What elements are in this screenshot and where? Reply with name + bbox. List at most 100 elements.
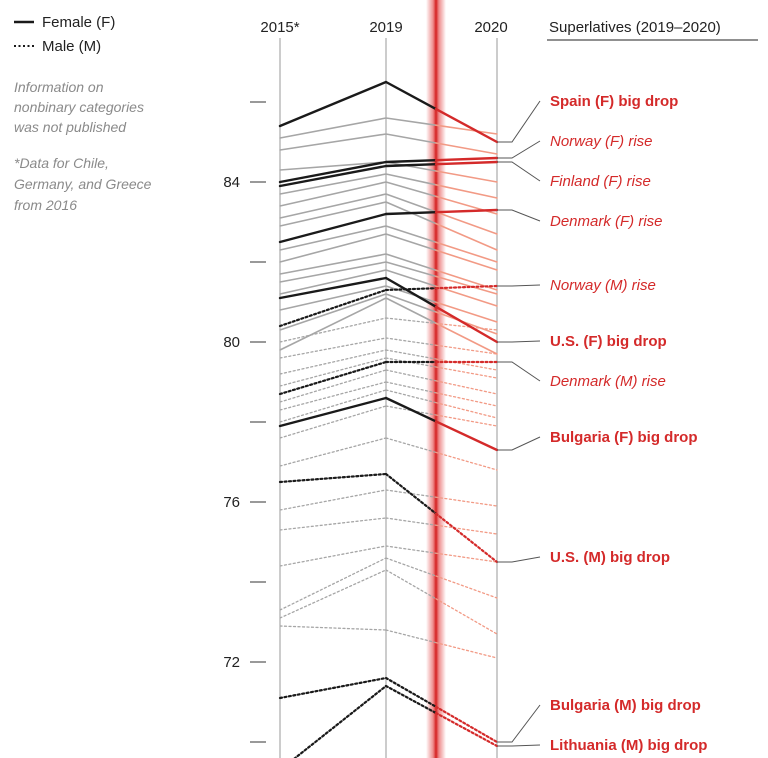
annotation-leader bbox=[497, 744, 541, 747]
series-country bbox=[279, 233, 498, 271]
annotation-leader bbox=[497, 100, 541, 143]
series-line-2019-band bbox=[384, 276, 438, 309]
series-line-2015-2019 bbox=[279, 201, 387, 227]
series-line-band-2020 bbox=[435, 496, 498, 507]
series-line-2015-2019 bbox=[278, 396, 388, 428]
series-line-2015-2019 bbox=[278, 276, 388, 300]
series-line-band-2020 bbox=[435, 392, 498, 407]
series-line-2015-2019 bbox=[278, 212, 388, 244]
series-line-2019-band bbox=[385, 349, 437, 360]
series-norway-m bbox=[278, 284, 499, 328]
note-line: *Data for Chile, bbox=[14, 155, 109, 171]
series-country bbox=[279, 545, 498, 567]
series-line-band-2020 bbox=[435, 222, 498, 251]
series-line-band-2020 bbox=[435, 322, 498, 331]
series-line-2015-2019 bbox=[278, 472, 388, 484]
series-line-2019-band bbox=[385, 389, 437, 404]
series-country bbox=[279, 317, 498, 343]
series-line-2019-band bbox=[385, 193, 437, 213]
note-line: Germany, and Greece bbox=[14, 176, 152, 192]
series-country bbox=[279, 389, 498, 423]
annotation-leader bbox=[497, 436, 541, 451]
series-line-2015-2019 bbox=[279, 405, 387, 439]
series-line-band-2020 bbox=[435, 366, 498, 379]
annotation-leader bbox=[497, 340, 541, 343]
series-line-2019-band bbox=[385, 517, 437, 526]
series-bulgaria-m bbox=[278, 676, 499, 744]
series-country bbox=[279, 193, 498, 235]
annotation-label: Norway (M) rise bbox=[550, 277, 656, 294]
annotation-label: Bulgaria (F) big drop bbox=[550, 429, 698, 446]
note-line: was not published bbox=[14, 119, 127, 135]
series-line-band-2020 bbox=[435, 142, 498, 155]
series-line-band-2020 bbox=[435, 311, 498, 335]
series-country bbox=[279, 133, 498, 155]
annotation-label: Norway (F) rise bbox=[550, 133, 653, 150]
series-country bbox=[279, 261, 498, 295]
series-line-2019-band bbox=[384, 676, 438, 708]
series-country bbox=[279, 357, 498, 387]
series-line-band-2020 bbox=[435, 285, 498, 307]
series-line-2015-2019 bbox=[293, 684, 388, 758]
annotation-leader bbox=[497, 140, 541, 159]
series-line-2019-band bbox=[385, 437, 437, 454]
series-line-band-2020 bbox=[435, 575, 498, 599]
series-spain-f bbox=[278, 80, 499, 144]
series-line-2015-2019 bbox=[279, 225, 387, 251]
y-tick-label: 80 bbox=[223, 334, 240, 351]
series-line-2019-band bbox=[385, 629, 437, 644]
series-line-2015-2019 bbox=[279, 253, 387, 275]
series-line-2015-2019 bbox=[279, 545, 387, 567]
series-line-2019-band bbox=[385, 293, 437, 313]
series-line-2019-band bbox=[385, 569, 437, 600]
annotation-label: Denmark (M) rise bbox=[550, 373, 666, 390]
series-country bbox=[279, 161, 498, 183]
series-line-2019-band bbox=[385, 181, 437, 198]
series-line-2019-band bbox=[385, 405, 437, 416]
series-line-2019-band bbox=[385, 117, 437, 127]
column-label-2019: 2019 bbox=[369, 19, 402, 36]
series-line-2019-band bbox=[385, 545, 437, 554]
series-line-2019-band bbox=[385, 285, 437, 304]
series-line-2015-2019 bbox=[279, 285, 387, 311]
annotation-label: Lithuania (M) big drop bbox=[550, 737, 707, 754]
series-line-band-2020 bbox=[434, 208, 499, 214]
series-country bbox=[279, 285, 498, 323]
series-line-band-2020 bbox=[435, 322, 498, 355]
series-line-2019-band bbox=[385, 233, 437, 252]
series-line-band-2020 bbox=[435, 358, 498, 371]
series-country bbox=[279, 517, 498, 535]
series-line-2015-2019 bbox=[279, 569, 387, 619]
y-tick-label: 72 bbox=[223, 654, 240, 671]
annotation-label: Bulgaria (M) big drop bbox=[550, 697, 701, 714]
series-country bbox=[279, 381, 498, 411]
notes: Information on nonbinary categories was … bbox=[14, 79, 152, 213]
series-line-band-2020 bbox=[434, 160, 499, 166]
annotation-label: Denmark (F) rise bbox=[550, 213, 663, 230]
series-line-2019-band bbox=[385, 173, 437, 186]
series-finland-f bbox=[278, 160, 499, 188]
series-line-2015-2019 bbox=[279, 117, 387, 139]
series-country bbox=[279, 173, 498, 199]
legend-female-label: Female (F) bbox=[42, 14, 115, 31]
series-country bbox=[279, 337, 498, 359]
series-line-2015-2019 bbox=[278, 676, 388, 700]
series-country bbox=[279, 437, 498, 471]
series-country bbox=[279, 569, 498, 635]
series-line-band-2020 bbox=[434, 305, 499, 344]
series-country bbox=[279, 625, 498, 659]
series-line-band-2020 bbox=[435, 275, 498, 295]
series-country bbox=[279, 269, 498, 307]
series-line-2015-2019 bbox=[278, 80, 388, 128]
series-country bbox=[279, 489, 498, 511]
series-line-band-2020 bbox=[434, 711, 499, 748]
annotation-leader bbox=[497, 209, 541, 222]
series-line-2019-band bbox=[384, 80, 438, 111]
y-tick-label: 84 bbox=[223, 174, 240, 191]
series-country bbox=[279, 369, 498, 403]
series-line-band-2020 bbox=[435, 170, 498, 183]
series-line-band-2020 bbox=[435, 380, 498, 395]
series-u-s-f bbox=[278, 276, 499, 344]
series-line-2015-2019 bbox=[279, 337, 387, 359]
annotation-leader bbox=[497, 284, 541, 287]
